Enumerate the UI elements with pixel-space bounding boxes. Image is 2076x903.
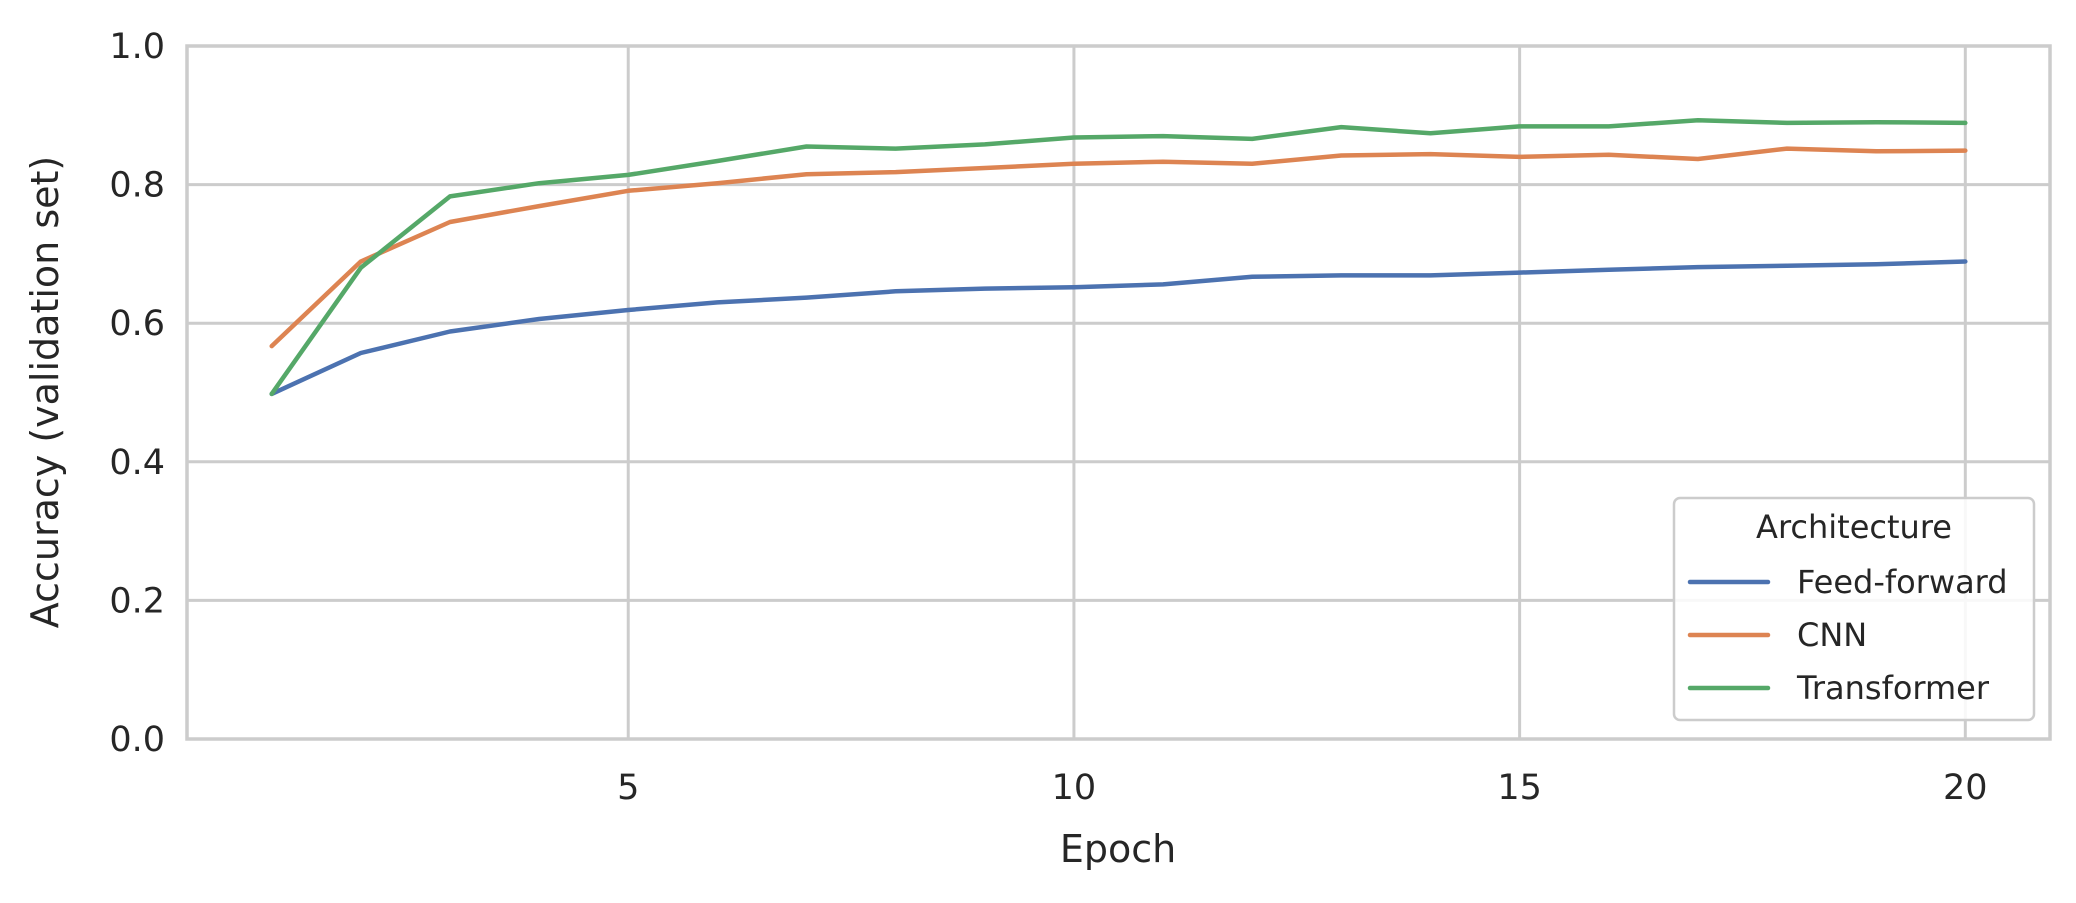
legend-box bbox=[1672, 496, 2036, 722]
y-tick-label: 1.0 bbox=[109, 27, 165, 67]
x-tick-label: 20 bbox=[1943, 768, 1988, 808]
y-tick-label: 0.0 bbox=[109, 720, 165, 760]
legend-items: Feed-forward CNN Transformer bbox=[1687, 563, 2008, 707]
x-axis-label: Epoch bbox=[1060, 827, 1176, 871]
legend: Architecture Feed-forward CNN Transformer bbox=[1672, 496, 2036, 722]
series-line-transformer bbox=[269, 117, 1968, 397]
series-line-cnn bbox=[269, 146, 1968, 349]
legend-label-feed-forward: Feed-forward bbox=[1797, 563, 2008, 601]
legend-title: Architecture bbox=[1756, 508, 1952, 546]
x-tick-label: 10 bbox=[1052, 768, 1097, 808]
series-lines bbox=[269, 117, 1968, 397]
y-tick-label: 0.8 bbox=[109, 166, 165, 206]
y-tick-label: 0.2 bbox=[109, 581, 165, 621]
legend-label-cnn: CNN bbox=[1797, 616, 1867, 654]
y-tick-label: 0.4 bbox=[109, 443, 165, 483]
legend-label-transformer: Transformer bbox=[1796, 669, 1990, 707]
series-line-feed-forward bbox=[269, 259, 1968, 397]
x-tick-label: 5 bbox=[617, 768, 639, 808]
y-axis-label: Accuracy (validation set) bbox=[23, 156, 67, 628]
axis-ticks: 0.0 0.2 0.4 0.6 0.8 1.0 5 10 15 20 bbox=[109, 27, 1987, 808]
plot-area-frame bbox=[185, 44, 2052, 741]
x-tick-label: 15 bbox=[1497, 768, 1542, 808]
y-tick-label: 0.6 bbox=[109, 304, 165, 344]
